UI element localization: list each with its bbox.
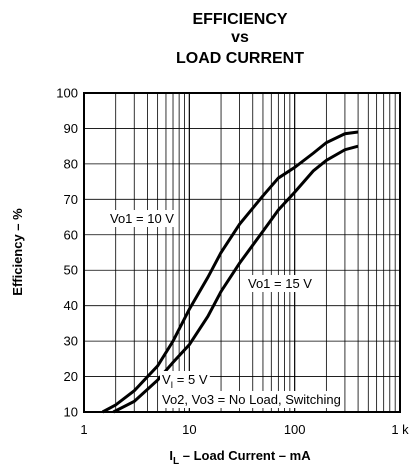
annotation-part: I bbox=[171, 380, 174, 390]
y-tick-label: 30 bbox=[64, 334, 78, 349]
x-label-part: – Load Current – mA bbox=[179, 448, 311, 463]
y-tick-label: 70 bbox=[64, 192, 78, 207]
annotation: VI = 5 V bbox=[162, 372, 208, 390]
legend-label: Vo1 = 10 V bbox=[110, 211, 174, 226]
x-tick-label: 100 bbox=[284, 422, 306, 437]
y-tick-label: 10 bbox=[64, 405, 78, 420]
annotation-bg bbox=[160, 391, 343, 408]
plot-frame bbox=[83, 92, 401, 413]
y-axis-label: Efficiency – % bbox=[10, 208, 25, 296]
chart-title: vs bbox=[231, 29, 249, 46]
y-tick-label: 90 bbox=[64, 121, 78, 136]
x-tick-label: 1 k bbox=[391, 422, 409, 437]
y-tick-label: 60 bbox=[64, 227, 78, 242]
annotation-bg bbox=[160, 371, 210, 391]
y-tick-label: 40 bbox=[64, 298, 78, 313]
legend-bg bbox=[108, 210, 177, 227]
annotation: Vo2, Vo3 = No Load, Switching bbox=[162, 392, 341, 407]
y-tick-label: 80 bbox=[64, 156, 78, 171]
x-tick-label: 10 bbox=[182, 422, 196, 437]
x-axis-label: IL – Load Current – mA bbox=[169, 448, 311, 467]
chart-title: LOAD CURRENT bbox=[176, 50, 304, 67]
legend-bg bbox=[246, 275, 315, 292]
x-tick-label: 1 bbox=[80, 422, 87, 437]
y-tick-label: 20 bbox=[64, 369, 78, 384]
annotation-part: V bbox=[162, 372, 171, 387]
y-tick-label: 50 bbox=[64, 263, 78, 278]
x-label-sub: L bbox=[173, 456, 179, 467]
annotation-part: Vo2, Vo3 = No Load, Switching bbox=[162, 392, 341, 407]
series-line bbox=[101, 130, 359, 414]
y-tick-label: 100 bbox=[56, 86, 78, 101]
legend-label: Vo1 = 15 V bbox=[248, 276, 312, 291]
annotation-part: = 5 V bbox=[173, 372, 208, 387]
x-label-part: I bbox=[169, 448, 173, 463]
chart-title: EFFICIENCY bbox=[192, 11, 287, 28]
